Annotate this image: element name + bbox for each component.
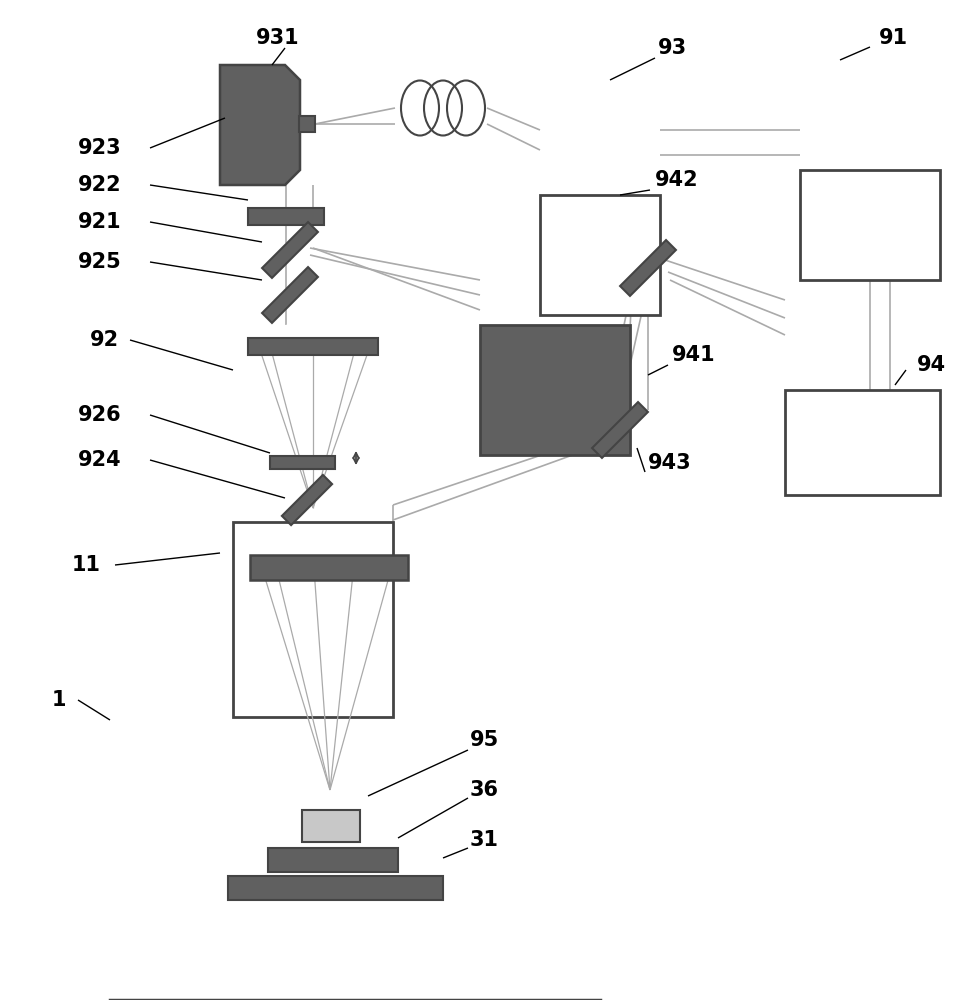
Bar [262,222,318,278]
Text: 925: 925 [78,252,122,272]
Text: 93: 93 [658,38,687,58]
Text: 931: 931 [257,28,299,48]
Bar [592,402,648,458]
Bar [540,195,660,315]
Text: 941: 941 [672,345,715,365]
Bar [282,475,332,525]
Bar [268,848,398,872]
Bar [480,325,630,455]
Text: 91: 91 [879,28,908,48]
Bar [248,208,324,225]
Text: 95: 95 [470,730,500,750]
Text: 1: 1 [52,690,66,710]
Text: 92: 92 [90,330,120,350]
Text: 94: 94 [917,355,946,375]
Text: 926: 926 [78,405,122,425]
Text: 11: 11 [72,555,101,575]
Bar [785,390,940,495]
Bar [620,240,676,296]
Text: 921: 921 [78,212,122,232]
Text: 36: 36 [470,780,499,800]
Text: 923: 923 [78,138,122,158]
Text: 942: 942 [655,170,699,190]
Bar [250,555,408,580]
Text: 31: 31 [470,830,499,850]
Polygon shape [220,65,300,185]
Bar [233,522,393,717]
Text: 922: 922 [78,175,122,195]
Text: 924: 924 [78,450,122,470]
Bar [299,116,315,132]
Text: 943: 943 [648,453,692,473]
Bar [262,267,318,323]
Bar [228,876,443,900]
Bar [270,456,335,469]
Bar [248,338,378,355]
Bar [800,170,940,280]
Bar [302,810,360,842]
